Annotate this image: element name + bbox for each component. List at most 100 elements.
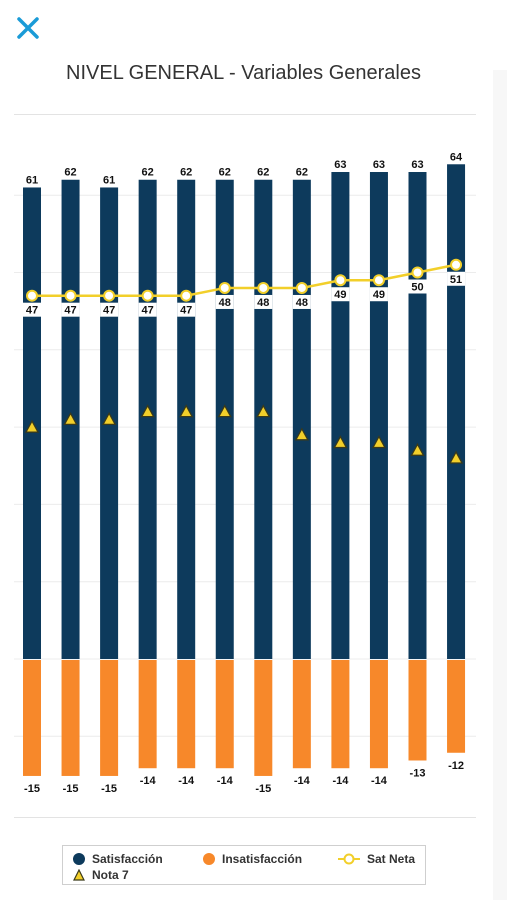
legend-item-nota7: Nota 7 <box>73 868 129 882</box>
legend-label: Insatisfacción <box>222 852 303 866</box>
point-sat-neta <box>411 266 424 279</box>
legend-item-sat-neta: Sat Neta <box>338 852 415 866</box>
bar-satisfaccion <box>215 179 234 660</box>
label-box-sat-neta <box>138 302 157 317</box>
label-box-sat-neta <box>177 302 196 317</box>
legend: Satisfacción Insatisfacción Sat Neta Not… <box>62 845 426 885</box>
label-satisfaccion: 61 <box>103 174 115 186</box>
legend-label: Satisfacción <box>92 852 163 866</box>
sat-neta-line <box>32 263 457 297</box>
label-box-sat-neta <box>447 271 466 286</box>
point-sat-neta <box>334 274 347 287</box>
bar-satisfaccion <box>177 179 196 660</box>
label-insatisfaccion: -14 <box>371 775 388 787</box>
right-edge-shade <box>493 70 507 900</box>
bar-insatisfaccion <box>447 660 466 753</box>
label-sat-neta: 51 <box>450 274 462 286</box>
point-sat-neta <box>64 289 77 302</box>
legend-label: Sat Neta <box>367 852 416 866</box>
label-satisfaccion: 62 <box>180 167 192 179</box>
label-box-sat-neta <box>331 287 350 302</box>
point-nota7 <box>63 412 78 426</box>
label-satisfaccion: 63 <box>373 159 385 171</box>
point-sat-neta <box>295 281 308 294</box>
label-satisfaccion: 64 <box>450 151 463 163</box>
bar-insatisfaccion <box>23 660 41 776</box>
label-insatisfaccion: -15 <box>101 783 117 795</box>
bar-satisfaccion <box>408 172 427 659</box>
bar-insatisfaccion <box>177 660 196 769</box>
label-insatisfaccion: -14 <box>217 775 234 787</box>
label-sat-neta: 48 <box>219 297 231 309</box>
point-sat-neta <box>103 289 116 302</box>
label-satisfaccion: 63 <box>411 159 423 171</box>
bar-insatisfaccion <box>215 660 234 769</box>
point-sat-neta <box>180 289 193 302</box>
label-box-sat-neta <box>23 302 41 317</box>
point-sat-neta <box>372 274 385 287</box>
point-nota7 <box>140 404 155 418</box>
label-satisfaccion: 61 <box>26 174 38 186</box>
close-icon[interactable] <box>12 12 44 44</box>
point-sat-neta <box>218 281 231 294</box>
point-nota7 <box>333 435 348 449</box>
label-insatisfaccion: -14 <box>332 775 349 787</box>
label-satisfaccion: 62 <box>257 167 269 179</box>
bar-insatisfaccion <box>408 660 427 761</box>
bar-insatisfaccion <box>254 660 273 776</box>
label-satisfaccion: 62 <box>64 167 76 179</box>
label-insatisfaccion: -12 <box>448 760 464 772</box>
point-nota7 <box>102 412 117 426</box>
label-box-sat-neta <box>100 302 119 317</box>
sat-neta-line-circle-icon <box>338 853 360 865</box>
label-insatisfaccion: -15 <box>63 783 79 795</box>
label-insatisfaccion: -14 <box>140 775 157 787</box>
point-sat-neta <box>450 258 463 271</box>
bar-satisfaccion <box>138 179 157 660</box>
label-sat-neta: 47 <box>26 305 38 317</box>
bar-satisfaccion <box>369 172 388 659</box>
bar-satisfaccion <box>447 164 466 659</box>
label-satisfaccion: 62 <box>142 167 154 179</box>
point-nota7 <box>294 427 309 441</box>
point-nota7 <box>179 404 194 418</box>
label-box-sat-neta <box>369 287 388 302</box>
label-sat-neta: 47 <box>142 305 154 317</box>
top-divider <box>14 114 476 115</box>
label-box-sat-neta <box>215 294 234 309</box>
label-satisfaccion: 63 <box>334 159 346 171</box>
point-nota7 <box>448 450 464 464</box>
bar-insatisfaccion <box>292 660 311 769</box>
bottom-divider <box>14 817 476 818</box>
label-insatisfaccion: -14 <box>294 775 311 787</box>
point-nota7 <box>217 404 232 418</box>
satisfaccion-circle-icon <box>73 853 85 865</box>
label-sat-neta: 48 <box>296 297 308 309</box>
label-sat-neta: 47 <box>180 305 192 317</box>
legend-label: Nota 7 <box>92 868 129 882</box>
point-sat-neta <box>257 281 270 294</box>
label-sat-neta: 49 <box>334 289 346 301</box>
label-box-sat-neta <box>61 302 80 317</box>
bar-insatisfaccion <box>61 660 80 776</box>
nota7-triangle-icon <box>73 869 85 881</box>
bar-insatisfaccion <box>100 660 119 776</box>
bar-satisfaccion <box>331 172 350 659</box>
label-insatisfaccion: -15 <box>24 783 40 795</box>
label-sat-neta: 49 <box>373 289 385 301</box>
point-nota7 <box>24 419 40 433</box>
label-insatisfaccion: -14 <box>178 775 195 787</box>
point-nota7 <box>256 404 271 418</box>
label-insatisfaccion: -15 <box>255 783 271 795</box>
label-sat-neta: 47 <box>103 305 115 317</box>
insatisfaccion-circle-icon <box>203 853 215 865</box>
point-nota7 <box>371 435 387 449</box>
label-box-sat-neta <box>254 294 273 309</box>
point-nota7 <box>410 442 425 456</box>
point-sat-neta <box>141 289 154 302</box>
label-sat-neta: 50 <box>411 282 423 294</box>
label-box-sat-neta <box>292 294 311 309</box>
bar-insatisfaccion <box>138 660 157 769</box>
chart-title: NIVEL GENERAL - Variables Generales <box>66 62 421 84</box>
